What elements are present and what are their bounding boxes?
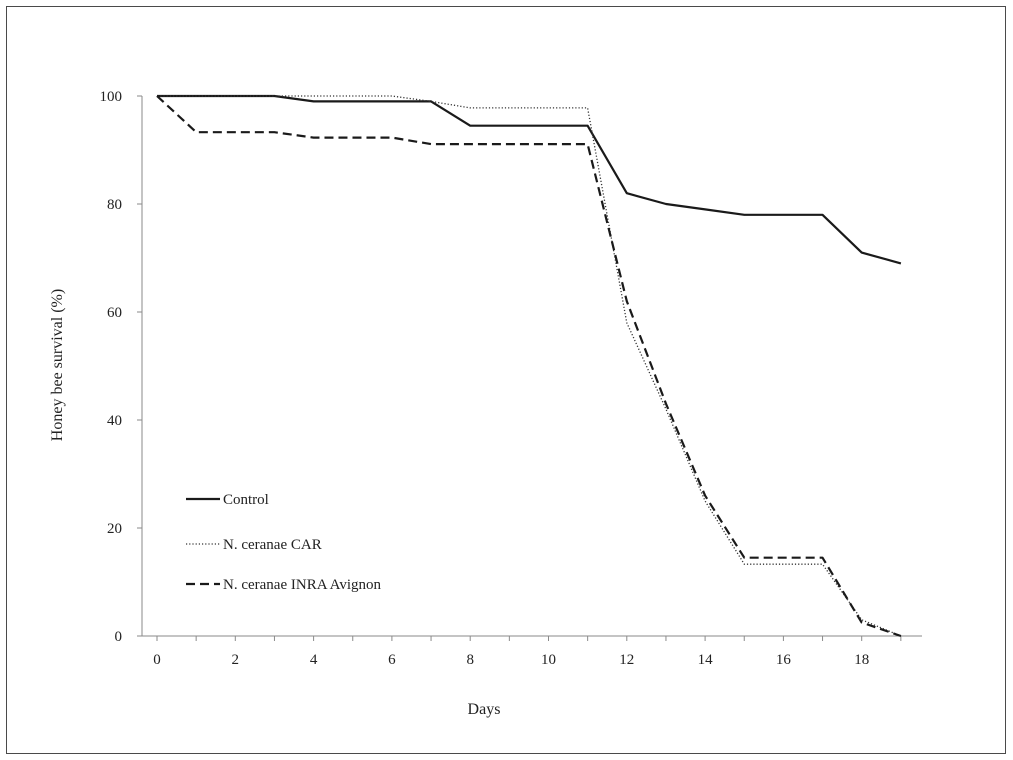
x-tick-label: 18	[854, 652, 869, 668]
x-tick-label: 6	[388, 652, 396, 668]
y-tick-label: 20	[107, 521, 122, 537]
x-tick-label: 16	[776, 652, 792, 668]
series-line-2	[157, 95, 902, 637]
x-tick-label: 8	[466, 652, 474, 668]
x-tick-label: 0	[153, 652, 161, 668]
series-line-1	[157, 94, 902, 265]
chart-frame	[6, 6, 1006, 754]
x-tick-label: 12	[619, 652, 634, 668]
x-axis-label: Days	[468, 701, 501, 718]
y-tick-label: 80	[107, 197, 122, 213]
legend-label-3: N. ceranae INRA Avignon	[223, 577, 382, 593]
legend: Control N. ceranae CAR N. ceranae INRA Avi…	[186, 492, 382, 593]
x-tick-label: 2	[232, 652, 240, 668]
y-tick-label: 0	[115, 629, 123, 645]
series-line-3	[156, 95, 902, 638]
x-tick-label: 4	[310, 652, 318, 668]
x-tick-label: 10	[541, 652, 556, 668]
legend-label-2: N. ceranae CAR	[223, 537, 322, 553]
y-tick-label: 40	[107, 413, 122, 429]
y-tick-label: 60	[107, 305, 122, 321]
legend-label-1: Control	[223, 492, 269, 508]
y-tick-label: 100	[100, 89, 123, 105]
axes: 0 20 40 60 80 100 0 2 4 6 8 10 12 14 16 18	[100, 89, 922, 668]
y-axis-label: Honey bee survival (%)	[49, 289, 66, 441]
series-layer	[156, 94, 902, 638]
x-tick-label: 14	[698, 652, 714, 668]
